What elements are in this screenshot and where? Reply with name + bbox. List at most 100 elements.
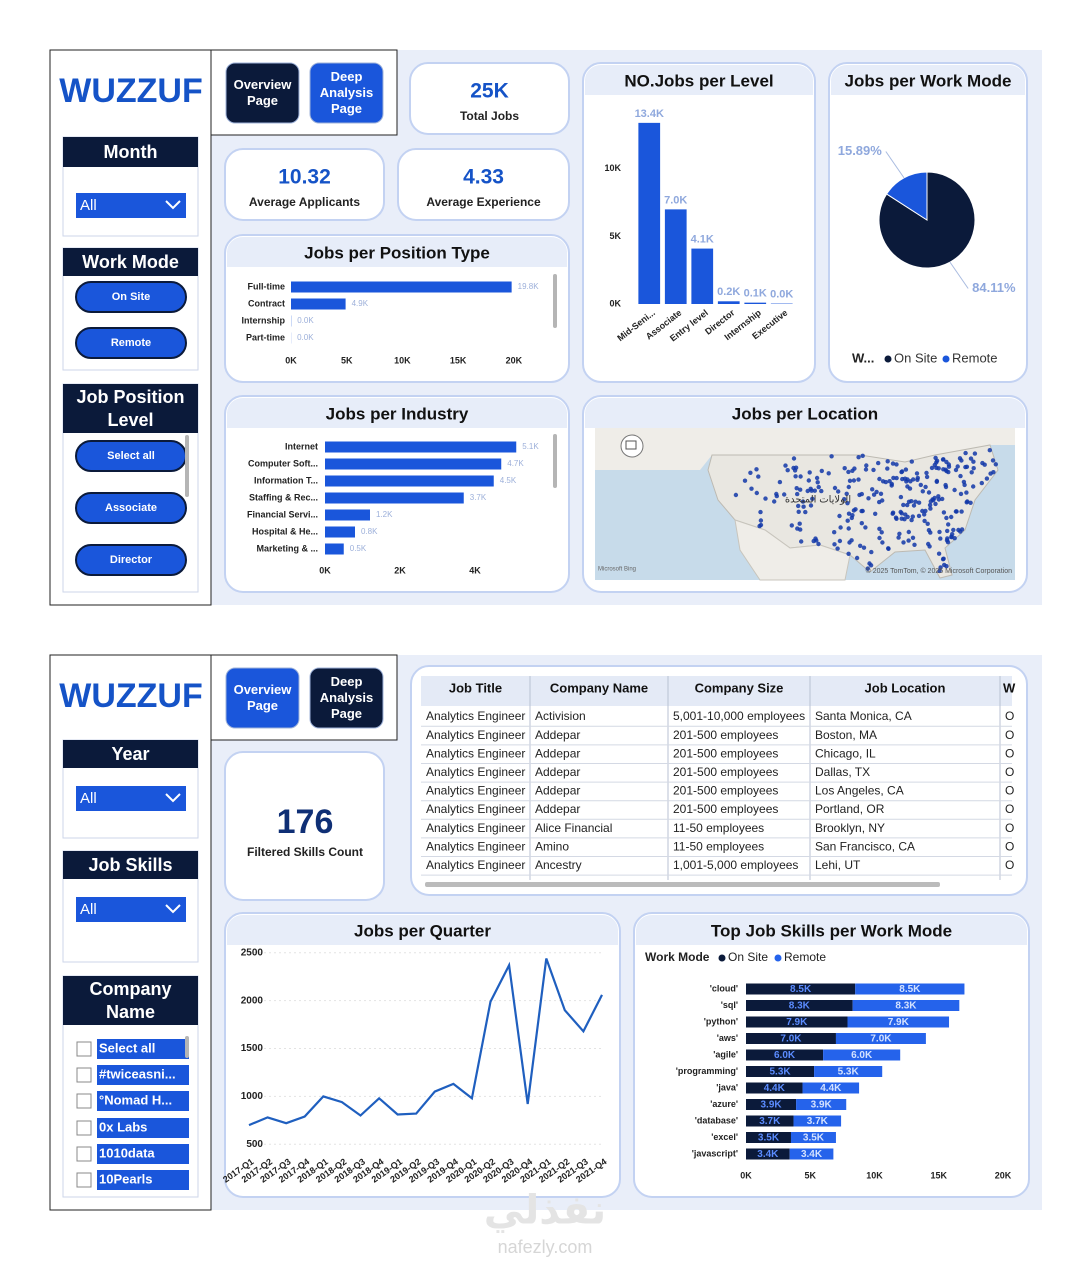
table-cell: O	[1005, 765, 1014, 779]
map-location-dot	[901, 502, 906, 508]
filter-button[interactable]	[75, 327, 187, 359]
map-select-icon[interactable]	[620, 434, 644, 458]
pie-slice	[885, 171, 928, 221]
bar	[717, 301, 740, 304]
map-location-dot	[845, 501, 850, 506]
list-item[interactable]: Select all	[99, 1040, 155, 1055]
map-attribution: © 2025 TomTom, © 2025 Microsoft Corporat…	[866, 567, 1012, 575]
filter-button-label[interactable]: Associate	[105, 502, 157, 514]
table-cell: Analytics Engineer	[426, 765, 525, 779]
map-location-dot	[926, 490, 932, 495]
nav-button[interactable]	[225, 62, 300, 124]
checkbox[interactable]	[76, 1093, 92, 1109]
map-location-dot	[911, 503, 917, 508]
table-cell: Santa Monica, CA	[815, 709, 912, 723]
map-location-dot	[733, 492, 739, 498]
bar	[325, 475, 494, 487]
map-location-dot	[913, 499, 918, 504]
list-item[interactable]: #twiceasni...	[99, 1066, 176, 1081]
table-cell: Analytics Engineer	[426, 709, 525, 723]
x-tick-label: 0K	[740, 1170, 752, 1180]
y-tick-label: 'cloud'	[710, 983, 738, 993]
map-location-dot	[958, 491, 964, 497]
nav-button[interactable]	[309, 667, 384, 729]
map-location-dot	[915, 475, 920, 481]
list-item[interactable]: 0x Labs	[99, 1119, 147, 1134]
table-cell: O	[1005, 746, 1014, 760]
dropdown-chevron	[165, 793, 181, 803]
dropdown[interactable]	[76, 786, 186, 811]
kpi-label: Average Experience	[426, 195, 541, 209]
filter-button[interactable]	[75, 492, 187, 524]
logo: WUZZUF	[59, 72, 203, 110]
map-location-dot	[826, 471, 831, 476]
table-cell: 201-500 employees	[673, 765, 778, 779]
checkbox[interactable]	[76, 1146, 92, 1162]
card	[224, 912, 621, 1198]
nav-button-label[interactable]: Deep Analysis Page	[319, 68, 374, 117]
checkbox[interactable]	[76, 1067, 92, 1083]
nav-button-label[interactable]: Overview Page	[233, 76, 292, 108]
map-location-dot	[938, 536, 943, 541]
map-location-dot	[936, 497, 942, 502]
map-location-dot	[808, 486, 813, 491]
map-location-dot	[920, 508, 925, 514]
filter-button-label[interactable]: Remote	[111, 337, 151, 349]
map-location-dot	[898, 494, 904, 500]
data-label: 5.1K	[522, 442, 539, 451]
list-item[interactable]: °Nomad H...	[99, 1092, 172, 1107]
map-location-dot	[869, 549, 874, 555]
map-location-dot	[859, 491, 864, 497]
table-cell: Amino	[535, 839, 569, 853]
scrollbar	[425, 882, 940, 887]
checkbox[interactable]	[76, 1041, 92, 1057]
map-location-dot	[835, 546, 840, 551]
map-location-dot	[937, 529, 942, 535]
nav-button[interactable]	[309, 62, 384, 124]
map-location-dot	[920, 489, 925, 494]
card-header	[585, 412, 1025, 428]
chart-title: Jobs per Industry	[326, 404, 469, 423]
map-location-dot	[832, 485, 838, 491]
map-location-dot	[946, 469, 951, 475]
bar	[325, 543, 344, 555]
table-cell: San Francisco, CA	[815, 839, 915, 853]
bar-segment	[746, 1066, 815, 1077]
map-location-dot	[916, 513, 922, 519]
nav-button-label[interactable]: Overview Page	[233, 681, 292, 713]
map-location-dot	[866, 496, 871, 501]
filter-button[interactable]	[75, 281, 187, 313]
nav-button[interactable]	[225, 667, 300, 729]
data-label: 8.5K	[790, 984, 812, 995]
kpi-label: Filtered Skills Count	[247, 845, 363, 859]
map-location-dot	[905, 514, 910, 520]
filter-button-label[interactable]: Select all	[107, 450, 155, 462]
filter-button-label[interactable]: On Site	[112, 291, 151, 303]
map-location-dot	[756, 474, 761, 479]
checkbox[interactable]	[76, 1120, 92, 1136]
list-item[interactable]: 1010data	[99, 1145, 155, 1160]
map-location-dot	[894, 475, 899, 481]
logo: WUZZUF	[59, 677, 203, 715]
y-tick-label: Contract	[248, 298, 285, 308]
map-location-dot	[912, 542, 917, 547]
dropdown[interactable]	[76, 193, 186, 218]
kpi-value: 25K	[470, 80, 509, 103]
filter-button[interactable]	[75, 544, 187, 576]
map-location-dot	[849, 515, 854, 521]
map-location-dot	[860, 453, 865, 458]
list-item[interactable]: 10Pearls	[99, 1171, 153, 1186]
x-tick-label: 5K	[341, 355, 353, 365]
map-location-dot	[777, 479, 783, 485]
filter-button-label[interactable]: Director	[110, 554, 153, 566]
map-location-dot	[861, 545, 867, 550]
dropdown[interactable]	[76, 897, 186, 922]
bar-segment	[746, 1082, 803, 1094]
table-cell: 11-50 employees	[673, 821, 764, 835]
nav-button-label[interactable]: Deep Analysis Page	[319, 673, 374, 722]
dropdown-chevron	[165, 200, 181, 210]
checkbox[interactable]	[76, 1172, 92, 1188]
data-label: 3.7K	[759, 1116, 781, 1127]
legend-marker	[774, 954, 782, 962]
